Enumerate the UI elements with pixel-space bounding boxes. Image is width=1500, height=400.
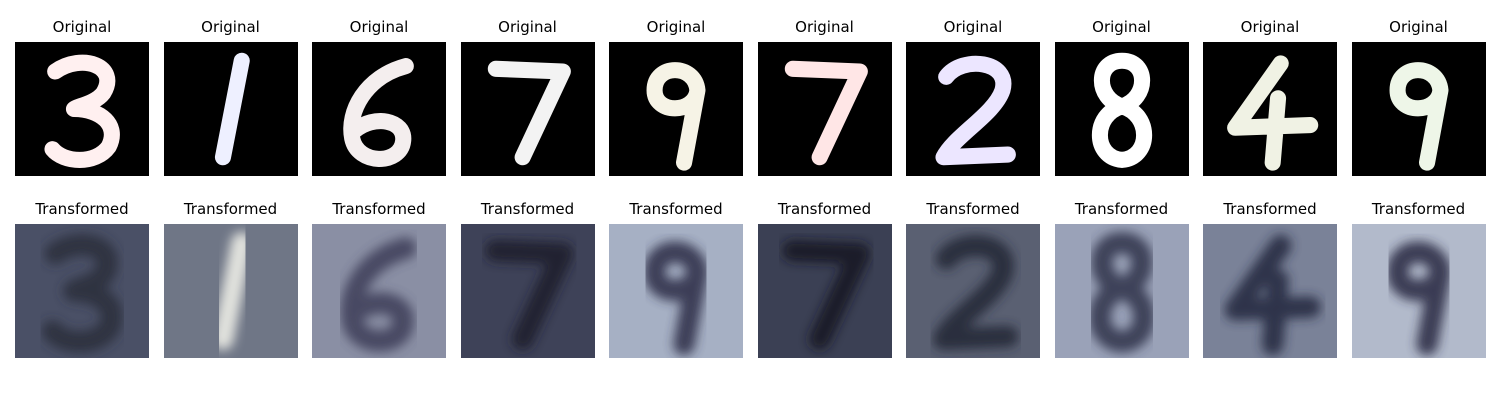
svhn-digit-image <box>312 224 446 358</box>
panel-title: Transformed <box>1074 200 1169 218</box>
mnist-digit-image <box>460 42 595 176</box>
svhn-digit-image <box>757 224 892 358</box>
mnist-digit-image <box>1203 42 1337 176</box>
panel-title: Transformed <box>926 200 1020 218</box>
svhn-digit-image <box>1054 224 1189 358</box>
mnist-digit-image <box>163 42 298 176</box>
panel-title: Transformed <box>332 200 426 218</box>
panel-title: Transformed <box>183 200 278 218</box>
panel-title: Transformed <box>35 200 129 218</box>
panel-title: Transformed <box>629 200 723 218</box>
mnist-digit-image <box>609 42 743 176</box>
panel-title: Original <box>943 18 1003 36</box>
panel-title: Original <box>201 18 260 36</box>
mnist-digit-image <box>1054 42 1189 176</box>
panel-title: Original <box>795 18 854 36</box>
svhn-digit-image <box>15 224 149 358</box>
panel-title: Original <box>349 18 409 36</box>
mnist-digit-image <box>15 42 149 176</box>
mnist-digit-image <box>757 42 892 176</box>
panel-title: Original <box>1389 18 1448 36</box>
svhn-digit-image <box>1203 224 1337 358</box>
svhn-digit-image <box>460 224 595 358</box>
panel-title: Original <box>52 18 112 36</box>
panel-title: Transformed <box>1223 200 1317 218</box>
svhn-digit-image <box>163 224 298 358</box>
panel-title: Transformed <box>777 200 872 218</box>
mnist-digit-image <box>1351 42 1486 176</box>
mnist-digit-image <box>312 42 446 176</box>
panel-title: Transformed <box>480 200 575 218</box>
panel-title: Original <box>1092 18 1151 36</box>
panel-title: Original <box>646 18 706 36</box>
panel-title: Original <box>498 18 557 36</box>
panel-title: Original <box>1240 18 1300 36</box>
svhn-digit-image <box>609 224 743 358</box>
panel-title: Transformed <box>1371 200 1466 218</box>
svhn-digit-image <box>906 224 1040 358</box>
mnist-digit-image <box>906 42 1040 176</box>
svhn-digit-image <box>1351 224 1486 358</box>
